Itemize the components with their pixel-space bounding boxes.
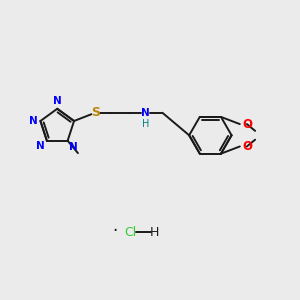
Text: N: N — [29, 116, 38, 126]
Text: H: H — [142, 118, 149, 129]
Text: S: S — [91, 106, 100, 119]
Text: Cl: Cl — [125, 226, 137, 239]
Text: O: O — [242, 118, 253, 130]
Text: ·: · — [112, 222, 117, 240]
Text: N: N — [53, 96, 62, 106]
Text: N: N — [69, 142, 78, 152]
Text: N: N — [141, 108, 150, 118]
Text: H: H — [150, 226, 159, 239]
Text: N: N — [36, 141, 44, 151]
Text: O: O — [242, 140, 253, 153]
